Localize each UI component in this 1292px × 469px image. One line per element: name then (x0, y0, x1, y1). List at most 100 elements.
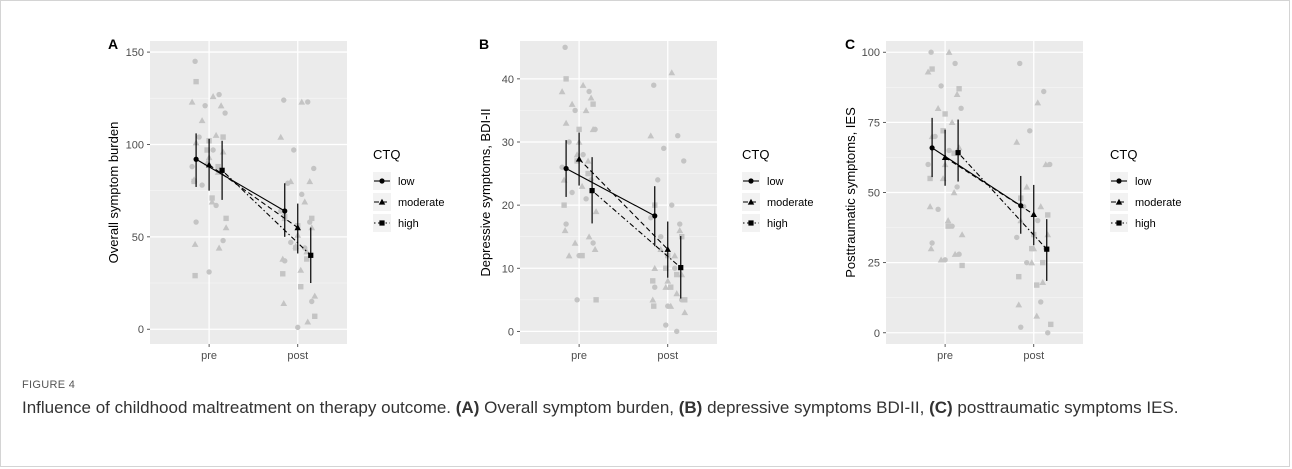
data-point-low (562, 44, 568, 51)
legend-label: low (398, 176, 415, 188)
data-point-low (189, 163, 195, 170)
data-point-moderate (208, 198, 216, 205)
data-point-low (586, 88, 592, 95)
data-point-low (1017, 60, 1023, 67)
data-point-high (650, 278, 656, 284)
data-point-moderate (678, 271, 686, 278)
legend-marker-moderate (747, 198, 755, 205)
figure-caption: Influence of childhood maltreatment on t… (22, 397, 1202, 419)
data-point-low (928, 49, 934, 55)
data-point-moderate (219, 148, 227, 155)
data-point-moderate (924, 68, 932, 75)
data-point-moderate (217, 102, 225, 109)
y-tick-label: 100 (126, 139, 144, 151)
caption-intro: Influence of childhood maltreatment on t… (22, 398, 456, 417)
data-point-low (574, 297, 580, 303)
data-point-low (1047, 161, 1053, 168)
legend: CTQ low moderate high (373, 147, 444, 232)
x-tick-label: pre (937, 350, 953, 362)
data-point-low (956, 251, 962, 257)
y-tick-label: 50 (132, 232, 144, 244)
mean-marker-moderate (294, 224, 301, 231)
x-tick-label: pre (201, 350, 217, 362)
data-point-low (220, 237, 226, 244)
data-point-moderate (945, 48, 953, 55)
data-point-moderate (662, 283, 670, 290)
legend-label: high (398, 218, 419, 230)
data-point-moderate (955, 144, 963, 151)
data-point-high (280, 271, 286, 277)
data-point-low (938, 83, 944, 89)
data-point-low (663, 322, 669, 328)
mean-marker-low (652, 213, 658, 219)
data-point-moderate (304, 318, 312, 325)
plot-background (520, 41, 717, 344)
x-tick-label: post (1023, 350, 1044, 362)
legend-title: CTQ (373, 147, 400, 162)
data-point-low (281, 97, 287, 103)
data-point-low (569, 189, 575, 196)
data-point-high (209, 195, 215, 201)
y-axis-title: Overall symptom burden (106, 122, 121, 264)
legend-marker-moderate (1115, 198, 1123, 205)
data-point-low (1018, 324, 1024, 330)
data-point-high (679, 233, 685, 240)
data-point-moderate (198, 117, 206, 124)
legend-label: moderate (1135, 197, 1181, 209)
data-point-moderate (681, 309, 689, 316)
panel-b: 0 10 20 30 40 pre post B Depressive symptoms, BD… (478, 36, 813, 362)
data-point-high (663, 265, 669, 271)
mean-line-high (221, 169, 312, 256)
panel-letter: C (845, 36, 855, 52)
data-point-high (204, 147, 210, 153)
mean-line-moderate (578, 158, 669, 250)
caption-panel-a-ref: (A) (455, 398, 480, 417)
caption-panel-c-text: posttraumatic symptoms IES. (952, 398, 1179, 417)
data-point-moderate (1034, 99, 1042, 106)
data-point-moderate (297, 266, 305, 273)
data-point-moderate (311, 292, 319, 299)
data-point-high (945, 223, 951, 229)
data-point-low (206, 269, 212, 275)
y-tick-label: 20 (502, 200, 514, 212)
data-point-moderate (222, 224, 230, 231)
data-point-high (191, 178, 197, 185)
data-point-high (563, 76, 569, 82)
data-point-moderate (585, 233, 593, 240)
legend-marker-high (379, 220, 385, 226)
data-point-low (563, 221, 569, 227)
legend-marker-moderate (378, 198, 386, 205)
data-point-low (210, 147, 216, 153)
legend: CTQ low moderate high (1110, 147, 1181, 232)
data-point-low (929, 240, 935, 246)
data-point-moderate (664, 277, 672, 284)
data-point-low (681, 158, 687, 164)
data-point-moderate (651, 264, 659, 271)
data-point-high (561, 202, 567, 208)
y-tick-label: 25 (868, 258, 880, 270)
legend-title: CTQ (1110, 147, 1137, 162)
data-point-low (202, 102, 208, 109)
data-point-high (590, 101, 596, 107)
data-point-moderate (950, 189, 958, 196)
data-point-moderate (934, 104, 942, 112)
mean-line-moderate (944, 156, 1035, 215)
data-point-high (674, 271, 680, 278)
data-point-low (661, 145, 667, 152)
data-point-high (215, 163, 221, 170)
data-point-low (925, 161, 931, 168)
data-point-high (309, 215, 315, 222)
mean-marker-low (193, 156, 199, 162)
data-point-high (1034, 282, 1040, 288)
data-point-moderate (958, 231, 966, 238)
x-tick-label: pre (571, 350, 587, 362)
legend-label: high (1135, 218, 1156, 230)
legend-marker-low (748, 178, 754, 184)
y-axis-title: Posttraumatic symptoms, IES (843, 107, 858, 278)
data-point-moderate (676, 227, 684, 234)
data-point-moderate (667, 302, 675, 309)
mean-line-low (565, 168, 656, 217)
data-point-low (590, 240, 596, 246)
mean-line-high (591, 190, 682, 269)
mean-line-low (195, 158, 286, 212)
